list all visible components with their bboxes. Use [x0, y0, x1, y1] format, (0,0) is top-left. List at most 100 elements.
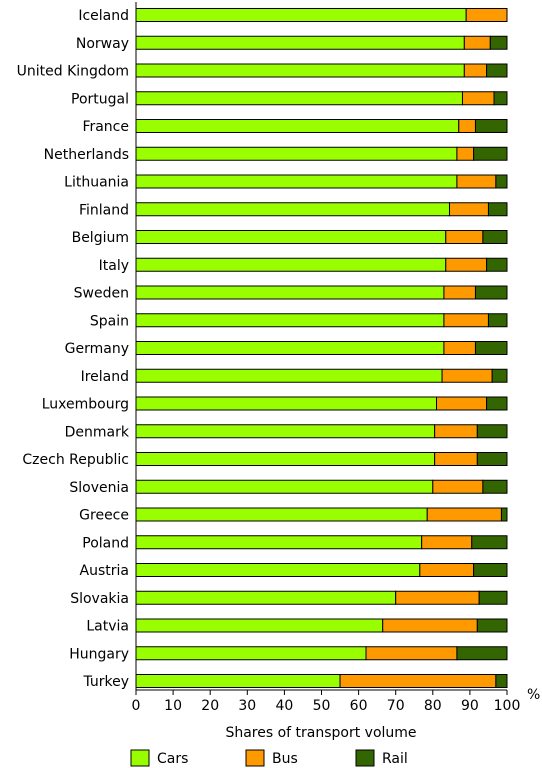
category-label: Sweden: [74, 286, 129, 302]
bar-austria-cars: [135, 563, 421, 577]
bar-slovenia-cars: [135, 479, 434, 494]
x-tick-label: 100: [494, 698, 521, 714]
bar-germany-bus: [443, 341, 476, 355]
bar-norway-bus: [463, 35, 491, 50]
legend-swatch-rail: [355, 749, 375, 767]
bar-germany-cars: [135, 341, 445, 355]
bar-france-cars: [135, 119, 460, 133]
x-tick-label: 30: [238, 698, 256, 714]
bar-czech-republic-rail: [476, 452, 508, 466]
legend: Cars Bus Rail: [130, 749, 408, 767]
x-tick-label: 70: [387, 698, 405, 714]
category-label: Portugal: [71, 91, 129, 107]
bar-denmark-cars: [135, 424, 436, 439]
bar-iceland-cars: [135, 8, 467, 22]
bar-finland-rail: [487, 202, 508, 217]
bar-united-kingdom-cars: [135, 63, 465, 78]
x-tick-label: 90: [461, 698, 479, 714]
legend-swatch-cars: [130, 749, 150, 767]
category-label: Slovenia: [69, 480, 129, 496]
bar-hungary-bus: [365, 646, 458, 661]
bar-portugal-rail: [493, 91, 508, 106]
bar-hungary-rail: [456, 646, 508, 661]
bar-austria-rail: [473, 563, 508, 577]
bar-ireland-cars: [135, 368, 443, 383]
bar-slovenia-bus: [432, 479, 484, 494]
bar-greece-cars: [135, 507, 428, 522]
x-tick-label: 50: [313, 698, 331, 714]
category-label: Norway: [76, 36, 129, 52]
category-label: Spain: [90, 313, 129, 329]
bar-poland-rail: [471, 535, 508, 550]
legend-label-cars: Cars: [157, 751, 188, 767]
bar-turkey-cars: [135, 674, 341, 688]
bar-czech-republic-bus: [434, 452, 478, 466]
bar-germany-rail: [474, 341, 508, 355]
category-labels: Iceland Norway United Kingdom Portugal Franc…: [17, 8, 130, 690]
bar-belgium-bus: [445, 230, 484, 244]
x-axis: 0 10 20 30 40 50 60 70 80 90 100: [132, 2, 521, 714]
bar-france-rail: [474, 119, 508, 133]
bar-norway-cars: [135, 35, 465, 50]
bar-denmark-bus: [434, 424, 478, 439]
bar-turkey-bus: [339, 674, 497, 688]
category-label: Austria: [80, 563, 129, 579]
bar-iceland-bus: [465, 8, 508, 22]
bar-netherlands-cars: [135, 146, 458, 161]
category-label: Greece: [79, 508, 129, 524]
bar-france-bus: [458, 119, 476, 133]
bar-netherlands-rail: [473, 146, 508, 161]
bar-denmark-rail: [476, 424, 508, 439]
bar-turkey-rail: [495, 674, 508, 688]
bar-ireland-rail: [491, 368, 508, 383]
category-label: Finland: [79, 202, 129, 218]
bar-portugal-bus: [461, 91, 495, 106]
bar-latvia-bus: [382, 618, 478, 633]
x-tick-label: 20: [201, 698, 219, 714]
x-tick-label: 40: [275, 698, 293, 714]
legend-swatch-bus: [245, 749, 265, 767]
bar-netherlands-bus: [456, 146, 475, 161]
legend-label-rail: Rail: [382, 751, 408, 767]
bar-italy-rail: [486, 257, 508, 272]
bar-luxembourg-rail: [486, 396, 508, 411]
category-label: Belgium: [72, 230, 129, 246]
bar-lithuania-rail: [495, 174, 508, 189]
bar-finland-cars: [135, 202, 450, 217]
bar-latvia-rail: [476, 618, 508, 633]
category-label: Iceland: [78, 8, 129, 24]
category-label: Poland: [82, 535, 129, 551]
category-label: Turkey: [82, 674, 129, 690]
bar-slovakia-cars: [135, 590, 397, 605]
bar-poland-cars: [135, 535, 423, 550]
bar-slovakia-rail: [478, 590, 508, 605]
bar-hungary-cars: [135, 646, 367, 661]
bar-luxembourg-bus: [436, 396, 488, 411]
bar-slovenia-rail: [482, 479, 508, 494]
x-tick-label: 80: [424, 698, 442, 714]
x-tick-label: 60: [350, 698, 368, 714]
category-label: Netherlands: [44, 147, 129, 163]
x-axis-unit: %: [527, 687, 540, 703]
bar-luxembourg-cars: [135, 396, 438, 411]
category-label: France: [82, 119, 129, 135]
bar-belgium-cars: [135, 230, 447, 244]
category-label: Denmark: [65, 424, 130, 440]
bar-spain-cars: [135, 313, 445, 328]
bar-lithuania-bus: [456, 174, 497, 189]
bar-latvia-cars: [135, 618, 384, 633]
bar-portugal-cars: [135, 91, 463, 106]
bar-lithuania-cars: [135, 174, 458, 189]
bar-austria-bus: [419, 563, 475, 577]
bar-greece-bus: [426, 507, 502, 522]
x-tick-label: 0: [132, 698, 141, 714]
bars-group: [135, 8, 508, 688]
bar-spain-bus: [443, 313, 489, 328]
category-label: Czech Republic: [22, 452, 129, 468]
x-tick-label: 10: [164, 698, 182, 714]
x-axis-title: Shares of transport volume: [225, 725, 416, 741]
bar-sweden-cars: [135, 285, 445, 300]
category-label: Hungary: [69, 646, 129, 662]
category-label: Germany: [65, 341, 129, 357]
